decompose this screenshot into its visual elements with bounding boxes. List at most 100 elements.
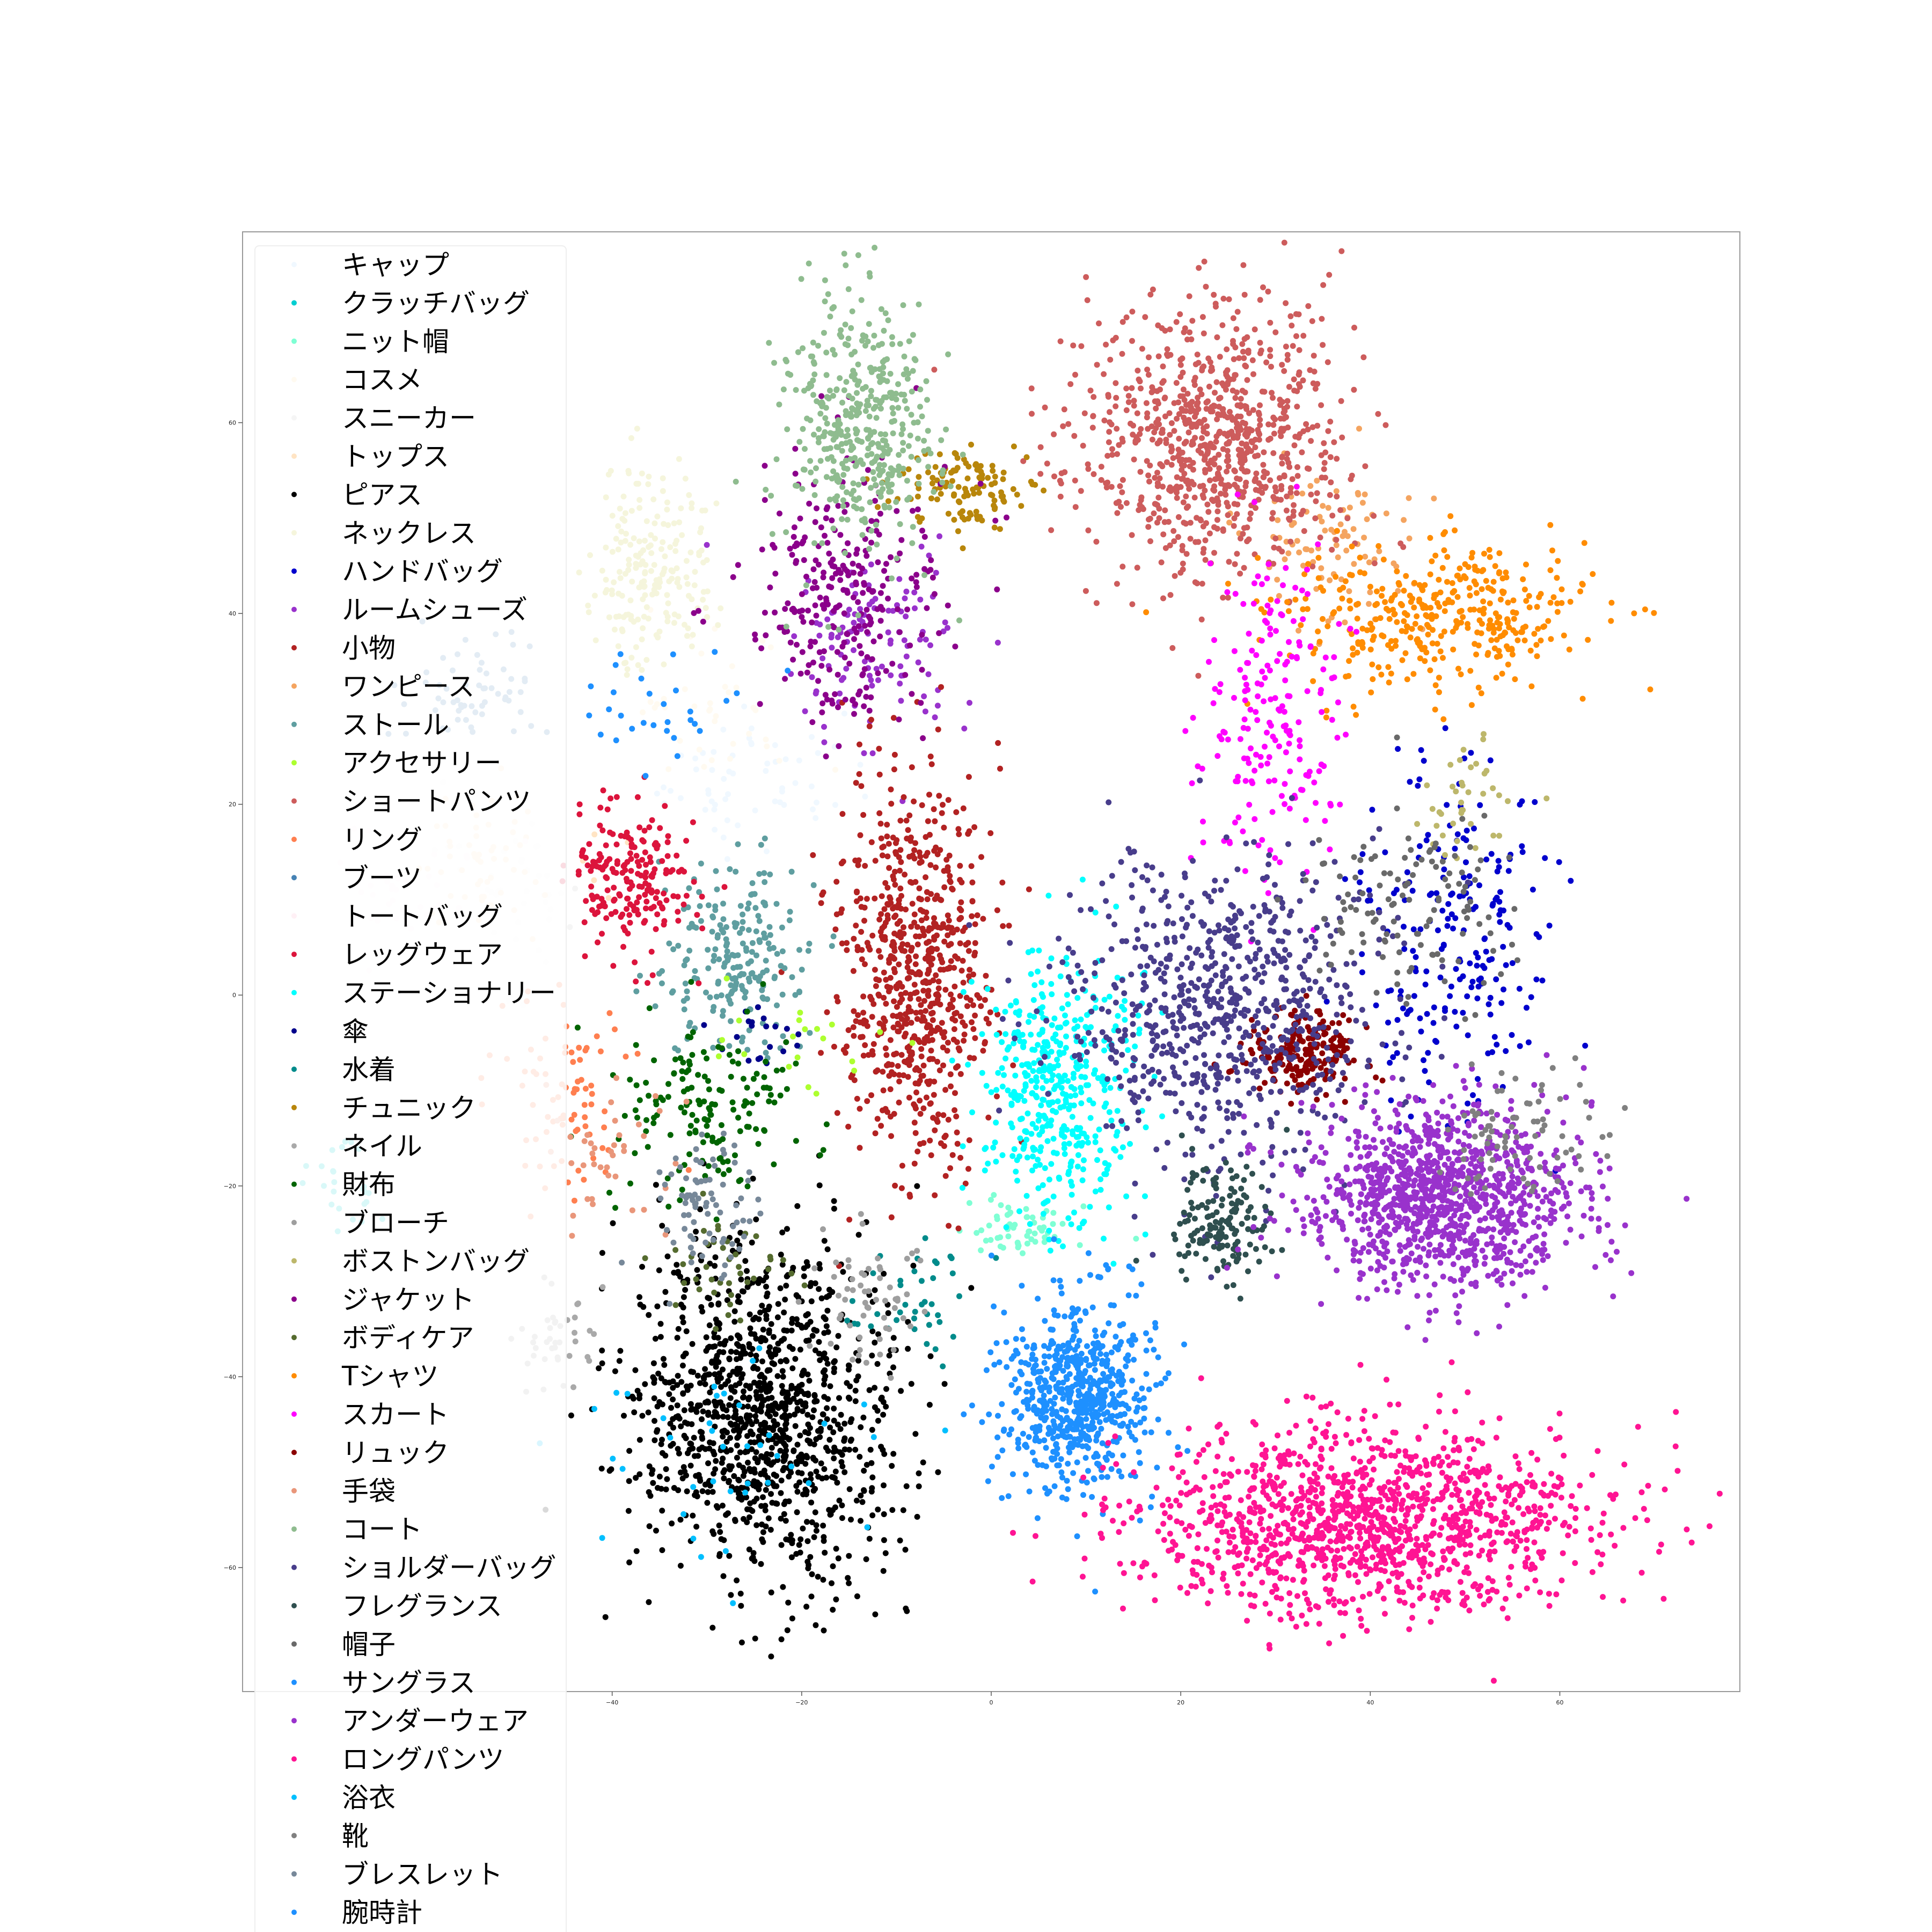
data-point (897, 929, 903, 935)
data-point (734, 1435, 741, 1441)
data-point (675, 576, 681, 582)
data-point (712, 802, 718, 808)
data-point (828, 634, 835, 641)
data-point (664, 592, 670, 598)
data-point (750, 1175, 756, 1182)
data-point (935, 1312, 941, 1319)
data-point (678, 505, 684, 511)
data-point (914, 1183, 920, 1189)
data-point (1057, 1024, 1064, 1030)
data-point (1026, 886, 1032, 892)
data-point (680, 1390, 686, 1396)
data-point (1078, 343, 1085, 349)
data-point (662, 1289, 669, 1295)
data-point (936, 793, 942, 799)
data-point (746, 735, 752, 741)
data-point (1267, 347, 1274, 353)
data-point (809, 674, 815, 680)
data-point (1107, 356, 1114, 363)
data-point (1509, 1032, 1515, 1038)
data-point (753, 1522, 760, 1528)
data-point (830, 1474, 837, 1481)
data-point (653, 590, 660, 597)
data-point (639, 667, 645, 673)
data-point (785, 1599, 792, 1606)
data-point (940, 1062, 946, 1069)
data-point (880, 936, 886, 942)
data-point (903, 906, 909, 913)
data-point (1494, 868, 1501, 875)
data-point (1162, 413, 1168, 420)
data-point (597, 804, 604, 811)
data-point (1133, 1235, 1139, 1242)
data-point (1415, 782, 1421, 789)
data-point (1021, 1144, 1027, 1150)
data-point (1146, 516, 1152, 523)
data-point (909, 901, 916, 907)
data-point (846, 1217, 853, 1223)
data-point (935, 924, 941, 931)
data-point (672, 1056, 678, 1063)
data-point (852, 1446, 859, 1453)
data-point (1296, 369, 1302, 376)
data-point (582, 1123, 589, 1130)
data-point (884, 901, 891, 907)
data-point (902, 595, 908, 602)
data-point (1019, 1062, 1025, 1069)
data-point (690, 632, 696, 638)
data-point (886, 1073, 892, 1079)
data-point (1250, 371, 1256, 377)
data-point (765, 1460, 772, 1467)
data-point (1468, 750, 1474, 756)
data-point (643, 604, 650, 610)
data-point (745, 1403, 751, 1410)
data-point (1241, 565, 1247, 571)
data-point (1277, 402, 1284, 408)
data-point (887, 896, 894, 902)
data-point (721, 884, 728, 890)
data-point (958, 899, 964, 905)
data-point (667, 1421, 674, 1427)
data-point (906, 1094, 912, 1101)
data-point (960, 805, 967, 811)
data-point (939, 810, 945, 816)
data-point (652, 536, 658, 541)
data-point (1028, 971, 1034, 977)
data-point (818, 1460, 824, 1467)
data-point (1320, 282, 1327, 288)
data-point (683, 1350, 689, 1357)
data-point (917, 1111, 924, 1117)
data-point (687, 1401, 694, 1407)
data-point (633, 853, 640, 859)
data-point (1281, 368, 1287, 374)
data-point (1232, 395, 1239, 401)
data-point (1498, 1000, 1505, 1006)
data-point (590, 859, 596, 865)
data-point (930, 1115, 936, 1121)
data-point (808, 1593, 815, 1600)
data-point (823, 1323, 830, 1329)
data-point (983, 1145, 989, 1151)
data-point (875, 1506, 881, 1513)
data-point (784, 1627, 791, 1634)
data-point (705, 965, 712, 971)
data-point (740, 919, 746, 925)
data-point (628, 856, 634, 862)
data-point (656, 1267, 662, 1274)
data-point (619, 592, 625, 599)
data-point (890, 876, 897, 883)
data-point (1125, 393, 1132, 399)
data-point (1031, 1060, 1037, 1066)
data-point (789, 1365, 796, 1372)
data-point (802, 1324, 809, 1330)
data-point (789, 1320, 795, 1326)
data-point (840, 1269, 846, 1275)
data-point (716, 1553, 722, 1559)
data-point (1293, 333, 1299, 339)
data-point (1366, 887, 1372, 894)
series-6 (543, 1152, 975, 1660)
data-point (724, 817, 730, 823)
data-point (874, 1067, 881, 1073)
data-point (820, 889, 826, 896)
data-point (786, 1064, 792, 1070)
